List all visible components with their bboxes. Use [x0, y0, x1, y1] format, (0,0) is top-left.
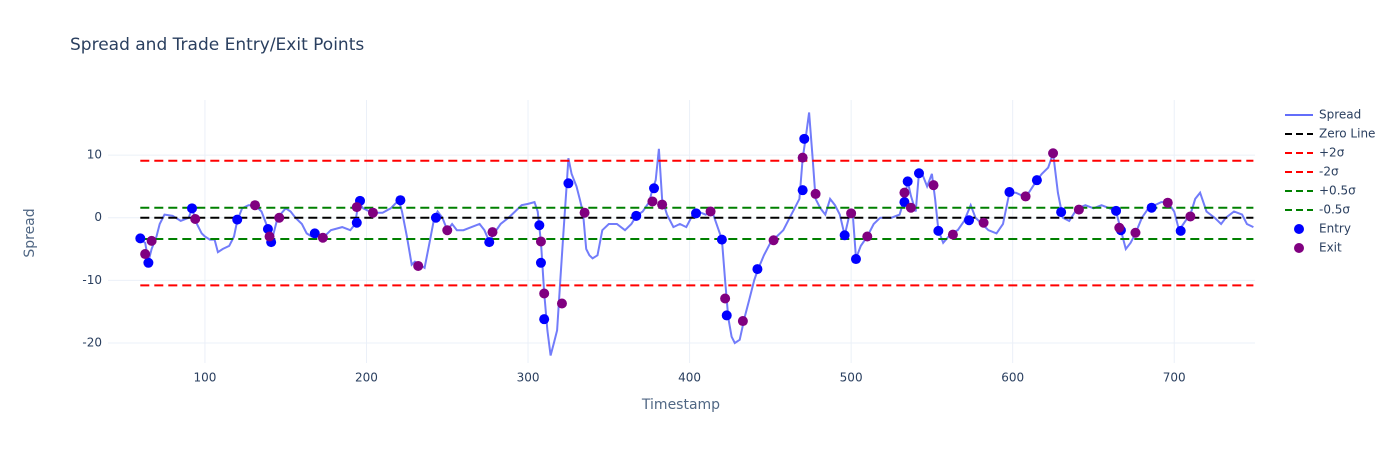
marker	[721, 310, 732, 321]
marker	[1004, 187, 1015, 198]
marker	[539, 288, 550, 299]
marker	[135, 233, 146, 244]
marker	[430, 212, 441, 223]
marker	[716, 234, 727, 245]
marker	[1185, 211, 1196, 222]
marker	[902, 176, 913, 187]
marker	[647, 196, 658, 207]
x-axis-title: Timestamp	[641, 397, 720, 413]
marker	[250, 200, 261, 211]
marker	[1031, 175, 1042, 186]
marker	[720, 293, 731, 304]
marker	[442, 225, 453, 236]
marker	[1111, 205, 1122, 216]
marker	[839, 230, 850, 241]
marker	[1130, 227, 1141, 238]
y-axis-title: Spread	[22, 208, 38, 257]
marker	[899, 187, 910, 198]
marker	[264, 231, 275, 242]
marker	[850, 254, 861, 265]
marker	[752, 264, 763, 275]
legend-swatch	[1294, 224, 1304, 234]
y-tick-label: -10	[82, 273, 102, 287]
marker	[799, 133, 810, 144]
marker	[691, 208, 702, 219]
marker	[649, 183, 660, 194]
legend-label: Spread	[1319, 108, 1361, 122]
marker	[928, 180, 939, 191]
marker	[797, 185, 808, 196]
marker	[317, 232, 328, 243]
marker	[539, 314, 550, 325]
marker	[737, 316, 748, 327]
marker	[933, 225, 944, 236]
marker	[274, 212, 285, 223]
marker	[190, 213, 201, 224]
legend-label: -0.5σ	[1319, 203, 1350, 217]
marker	[1048, 148, 1059, 159]
marker	[563, 178, 574, 189]
marker	[140, 249, 151, 260]
legend-label: +2σ	[1319, 146, 1345, 160]
marker	[1020, 191, 1031, 202]
marker	[395, 195, 406, 206]
legend-label: -2σ	[1319, 165, 1339, 179]
marker	[487, 227, 498, 238]
marker	[705, 206, 716, 217]
x-tick-label: 400	[678, 371, 701, 385]
marker	[631, 210, 642, 221]
marker	[913, 168, 924, 179]
marker	[1146, 202, 1157, 213]
legend-swatch	[1294, 243, 1304, 253]
marker	[484, 237, 495, 248]
marker	[1175, 225, 1186, 236]
legend-label: Zero Line	[1319, 127, 1375, 141]
marker	[797, 152, 808, 163]
marker	[556, 298, 567, 309]
y-tick-label: 10	[87, 148, 102, 162]
marker	[309, 228, 320, 239]
marker	[768, 235, 779, 246]
marker	[579, 207, 590, 218]
marker	[1162, 197, 1173, 208]
marker	[1056, 207, 1067, 218]
marker	[146, 235, 157, 246]
chart-title: Spread and Trade Entry/Exit Points	[70, 35, 364, 55]
y-tick-label: 0	[94, 210, 102, 224]
marker	[534, 220, 545, 231]
legend-label: Exit	[1319, 241, 1342, 255]
marker	[187, 203, 198, 214]
marker	[905, 202, 916, 213]
marker	[978, 217, 989, 228]
x-tick-label: 500	[840, 371, 863, 385]
marker	[862, 231, 873, 242]
marker	[413, 260, 424, 271]
marker	[947, 229, 958, 240]
x-tick-label: 700	[1163, 371, 1186, 385]
marker	[657, 199, 668, 210]
marker	[1073, 204, 1084, 215]
marker	[810, 188, 821, 199]
marker	[351, 202, 362, 213]
marker	[535, 236, 546, 247]
legend-label: +0.5σ	[1319, 184, 1356, 198]
marker	[535, 257, 546, 268]
marker	[964, 215, 975, 226]
marker	[143, 257, 154, 268]
marker	[367, 207, 378, 218]
marker	[262, 223, 273, 234]
series-line	[139, 112, 1254, 356]
marker	[1114, 222, 1125, 233]
legend-label: Entry	[1319, 222, 1351, 236]
x-tick-label: 600	[1001, 371, 1024, 385]
x-tick-label: 300	[517, 371, 540, 385]
marker	[899, 197, 910, 208]
y-tick-label: -20	[82, 335, 102, 349]
marker	[846, 208, 857, 219]
marker	[351, 217, 362, 228]
marker	[232, 214, 243, 225]
x-tick-label: 200	[355, 371, 378, 385]
x-tick-label: 100	[193, 371, 216, 385]
